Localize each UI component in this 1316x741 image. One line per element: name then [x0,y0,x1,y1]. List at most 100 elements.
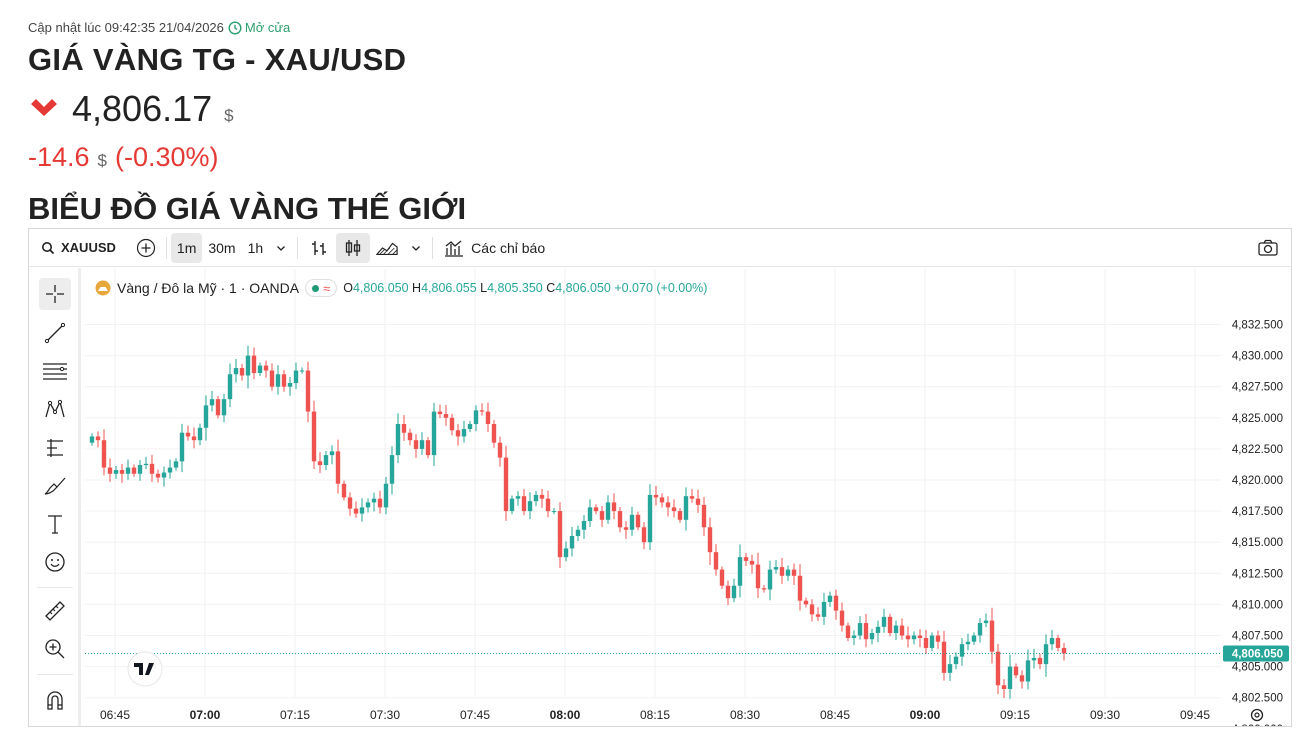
x-tick-label: 09:30 [1090,708,1120,722]
projection-icon [47,439,63,457]
magnet-tool[interactable] [39,684,71,716]
candle-body [1037,657,1043,665]
candle-body [497,442,503,458]
candle-body [599,511,605,520]
gold-symbol-icon [95,280,111,296]
candle-body [257,365,263,374]
indicators-button[interactable]: Các chỉ báo [437,233,551,263]
emoji-tool[interactable] [39,546,71,578]
candle-body [563,548,569,558]
candle-body [185,432,191,437]
high-label: H [412,281,422,295]
candle-body [293,370,299,383]
candle-body [167,467,173,473]
candle-body [179,432,185,462]
price-chart[interactable]: 4,832.500 4,830.000 4,827.500 4,825.000 4,82… [85,269,1291,727]
candle-body [209,399,215,406]
search-icon [42,241,55,254]
crosshair-tool[interactable] [39,278,71,310]
y-tick-label: 4,805.000 [1232,662,1283,674]
y-tick-label: 4,817.500 [1232,506,1283,518]
candle-body [485,411,491,425]
x-tick-label: 07:45 [460,708,490,722]
chart-widget: XAUUSD 1m 30m 1h Các chỉ báo [28,228,1292,727]
candle-body [761,588,767,590]
bar-style-icon [312,240,327,255]
candle-body [251,355,257,374]
change-value-legend: +0.070 (+0.00%) [614,281,708,295]
candle-body [383,483,389,508]
candle-body [539,494,545,499]
candle-body [611,502,617,512]
candle-body [857,623,863,636]
chart-legend: Vàng / Đô la Mỹ · 1 · OANDA ≈ O4,806.050… [95,279,707,297]
low-value: 4,805.350 [487,281,543,295]
pattern-icon [45,399,65,418]
candle-body [449,417,455,431]
screenshot-button[interactable] [1251,233,1285,263]
candle-body [401,424,407,433]
low-label: L [480,281,488,295]
candle-style-button[interactable] [336,232,371,263]
bar-style-button[interactable] [302,233,336,263]
chart-style-dropdown[interactable] [404,233,428,263]
y-tick-label: 4,825.000 [1232,413,1283,425]
y-tick-label: 4,827.500 [1232,382,1283,394]
candle-style-icon [346,239,361,256]
interval-1h[interactable]: 1h [247,239,264,256]
candle-body [119,470,125,474]
x-tick-label: 09:45 [1180,708,1210,722]
candle-body [533,494,539,502]
x-tick-label: 08:15 [640,708,670,722]
y-tick-label: 4,815.000 [1232,537,1283,549]
candle-body [545,498,551,512]
interval-1m[interactable]: 1m [170,232,203,263]
candle-body [695,498,701,505]
candle-body [1055,637,1061,648]
y-tick-label: 4,802.500 [1232,693,1283,705]
candle-body [275,374,281,387]
candle-body [677,511,683,520]
clock-icon [228,20,242,35]
drawing-toolbar [29,268,81,726]
trendline-icon [44,322,66,344]
pattern-tool[interactable] [39,393,71,425]
candle-body [95,436,101,441]
symbol-search[interactable]: XAUUSD [35,233,122,263]
zoom-tool[interactable] [39,633,71,665]
compare-button[interactable] [130,233,162,263]
candle-body [347,497,353,509]
candle-body [269,370,275,387]
page-title: GIÁ VÀNG TG - XAU/USD [28,42,407,77]
legend-status-pill[interactable]: ≈ [305,279,338,297]
candle-body [143,463,149,466]
candle-body [239,368,245,376]
text-tool[interactable] [39,508,71,540]
candle-body [197,427,203,441]
legend-symbol-name: Vàng / Đô la Mỹ · 1 · OANDA [117,280,300,296]
brush-tool[interactable] [39,470,71,502]
projection-tool[interactable] [39,432,71,464]
trendline-tool[interactable] [39,317,71,349]
interval-dropdown[interactable] [269,233,293,263]
candle-body [887,616,893,634]
fib-tool[interactable] [39,355,71,387]
candle-body [215,399,221,416]
price-currency: $ [224,106,234,125]
candle-body [965,641,971,645]
area-style-button[interactable] [370,233,404,263]
candle-body [191,436,197,441]
candle-body [311,411,317,462]
candle-body [917,635,923,638]
candle-body [773,567,779,570]
chart-toolbar: XAUUSD 1m 30m 1h Các chỉ báo [29,229,1291,267]
candle-body [911,635,917,640]
interval-30m[interactable]: 30m [208,239,236,256]
ruler-tool[interactable] [39,595,71,627]
candle-body [575,529,581,536]
candle-body [713,552,719,570]
price-change: -14.6 $ (-0.30%) [28,142,219,173]
candle-body [731,585,737,599]
magnet-icon [47,691,63,710]
candle-body [131,467,137,474]
